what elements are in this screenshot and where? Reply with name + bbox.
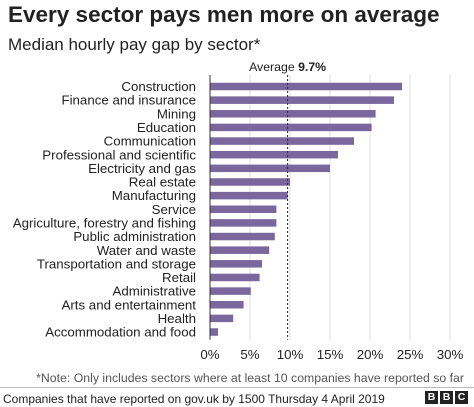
category-label: Public administration bbox=[73, 229, 196, 244]
category-label: Health bbox=[158, 311, 196, 326]
category-label: Retail bbox=[162, 270, 196, 285]
bar bbox=[210, 273, 260, 282]
bar bbox=[210, 164, 330, 173]
category-label: Construction bbox=[121, 79, 196, 94]
category-label: Mining bbox=[157, 106, 196, 121]
category-label: Administrative bbox=[112, 284, 196, 299]
bar bbox=[210, 82, 402, 91]
bar bbox=[210, 328, 218, 336]
category-label: Water and waste bbox=[97, 243, 196, 258]
bar bbox=[210, 96, 394, 104]
x-tick-label: 0% bbox=[200, 347, 219, 362]
category-label: Agriculture, forestry and fishing bbox=[13, 216, 196, 231]
bbc-logo-letter: B bbox=[440, 391, 453, 404]
bar bbox=[210, 178, 290, 186]
bar bbox=[210, 287, 251, 295]
average-label-prefix: Average bbox=[249, 60, 298, 74]
bar bbox=[210, 150, 338, 159]
chart-title: Every sector pays men more on average bbox=[8, 2, 440, 27]
category-label: Real estate bbox=[129, 175, 196, 190]
category-label: Accommodation and food bbox=[45, 325, 196, 340]
category-label: Manufacturing bbox=[112, 188, 196, 203]
x-tick-label: 30% bbox=[437, 347, 464, 362]
bbc-logo-letter: B bbox=[425, 391, 438, 404]
footer-divider bbox=[0, 387, 474, 388]
chart-subtitle: Median hourly pay gap by sector* bbox=[8, 35, 261, 54]
category-label: Finance and insurance bbox=[61, 93, 196, 108]
bbc-logo-letter: C bbox=[455, 391, 468, 404]
average-label-value: 9.7% bbox=[298, 60, 326, 74]
chart-note: *Note: Only includes sectors where at le… bbox=[36, 371, 464, 385]
category-label: Electricity and gas bbox=[88, 161, 196, 176]
bar bbox=[210, 137, 354, 145]
category-label: Transportation and storage bbox=[37, 256, 196, 271]
bar bbox=[210, 205, 277, 214]
bar bbox=[210, 246, 270, 254]
bar bbox=[210, 191, 288, 200]
bar bbox=[210, 110, 376, 118]
x-tick-label: 25% bbox=[397, 347, 424, 362]
x-tick-label: 20% bbox=[357, 347, 384, 362]
x-tick-label: 5% bbox=[240, 347, 259, 362]
category-label: Professional and scientific bbox=[42, 147, 196, 162]
average-label: Average 9.7% bbox=[249, 60, 326, 74]
category-label: Arts and entertainment bbox=[61, 297, 196, 312]
bbc-logo: B B C bbox=[425, 391, 468, 404]
category-label: Communication bbox=[104, 134, 196, 149]
x-tick-label: 15% bbox=[317, 347, 344, 362]
bar bbox=[210, 260, 262, 268]
bar bbox=[210, 314, 234, 323]
bar bbox=[210, 232, 275, 241]
bar bbox=[210, 300, 244, 309]
category-label: Service bbox=[152, 202, 196, 217]
category-label: Education bbox=[137, 120, 196, 135]
source-text: Companies that have reported on gov.uk b… bbox=[3, 392, 385, 406]
x-tick-label: 10% bbox=[277, 347, 304, 362]
bar bbox=[210, 123, 372, 132]
bar bbox=[210, 219, 277, 227]
